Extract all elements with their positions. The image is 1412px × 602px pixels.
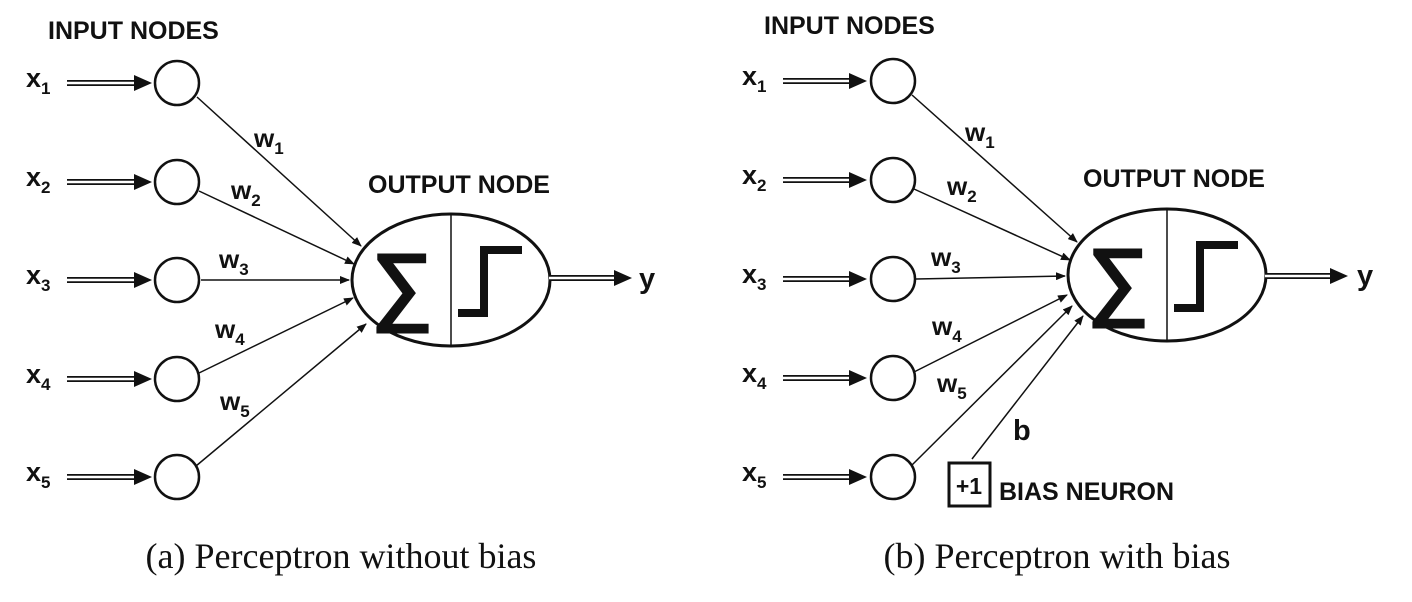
bias-neuron-label: BIAS NEURON <box>999 478 1174 506</box>
input-label-x1: x1 <box>26 63 51 98</box>
input-label-x5: x5 <box>742 457 767 492</box>
input-node-4 <box>869 354 917 402</box>
diagram-a: INPUT NODES OUTPUT NODE x1 x2 x3 x4 x5 <box>26 17 655 576</box>
input-node-4 <box>153 355 201 403</box>
input-label-x4: x4 <box>742 358 767 393</box>
output-node: ∑ <box>1066 207 1268 343</box>
output-label-y: y <box>639 263 655 295</box>
output-node-heading: OUTPUT NODE <box>368 171 550 199</box>
weight-label-w2: w2 <box>230 175 261 210</box>
weight-label-w4: w4 <box>931 311 962 346</box>
input-node-2 <box>153 158 201 206</box>
weight-label-w3: w3 <box>930 242 961 277</box>
caption-b: (b) Perceptron with bias <box>884 536 1231 576</box>
input-label-x3: x3 <box>742 259 767 294</box>
weight-connections <box>910 94 1084 467</box>
output-label-y: y <box>1357 260 1373 292</box>
bias-value: +1 <box>956 473 982 499</box>
input-arrows <box>66 75 152 485</box>
input-label-x5: x5 <box>26 457 51 492</box>
bias-weight-label: b <box>1013 415 1031 447</box>
input-nodes-heading: INPUT NODES <box>764 12 935 40</box>
step-function-icon <box>458 246 522 317</box>
output-node: ∑ <box>350 212 552 348</box>
weight-label-w5: w5 <box>936 368 967 403</box>
input-node-3 <box>153 256 201 304</box>
weight-label-w4: w4 <box>214 314 245 349</box>
weight-label-w5: w5 <box>219 386 250 421</box>
weight-connections <box>195 96 367 467</box>
input-node-5 <box>153 453 201 501</box>
input-node-1 <box>869 57 917 105</box>
summation-symbol: ∑ <box>1087 229 1150 329</box>
input-node-3 <box>869 255 917 303</box>
input-arrows <box>782 73 867 485</box>
input-node-5 <box>869 453 917 501</box>
caption-a: (a) Perceptron without bias <box>146 536 537 576</box>
weight-label-w3: w3 <box>218 244 249 279</box>
output-arrow <box>549 270 632 286</box>
input-node-1 <box>153 59 201 107</box>
input-label-x1: x1 <box>742 61 767 96</box>
weight-label-w2: w2 <box>946 171 977 206</box>
step-function-icon <box>1174 241 1238 312</box>
output-arrow <box>1265 268 1348 284</box>
input-label-x3: x3 <box>26 260 51 295</box>
bias-neuron: +1 <box>947 461 992 508</box>
input-label-x2: x2 <box>742 160 767 195</box>
input-label-x4: x4 <box>26 359 51 394</box>
input-label-x2: x2 <box>26 162 51 197</box>
output-node-heading: OUTPUT NODE <box>1083 165 1265 193</box>
weight-label-w1: w1 <box>964 117 995 152</box>
summation-symbol: ∑ <box>371 234 434 334</box>
weight-label-w1: w1 <box>253 123 284 158</box>
diagram-b: INPUT NODES OUTPUT NODE x1 x2 x3 x4 x5 <box>742 12 1373 576</box>
input-node-2 <box>869 156 917 204</box>
input-nodes-heading: INPUT NODES <box>48 17 219 45</box>
